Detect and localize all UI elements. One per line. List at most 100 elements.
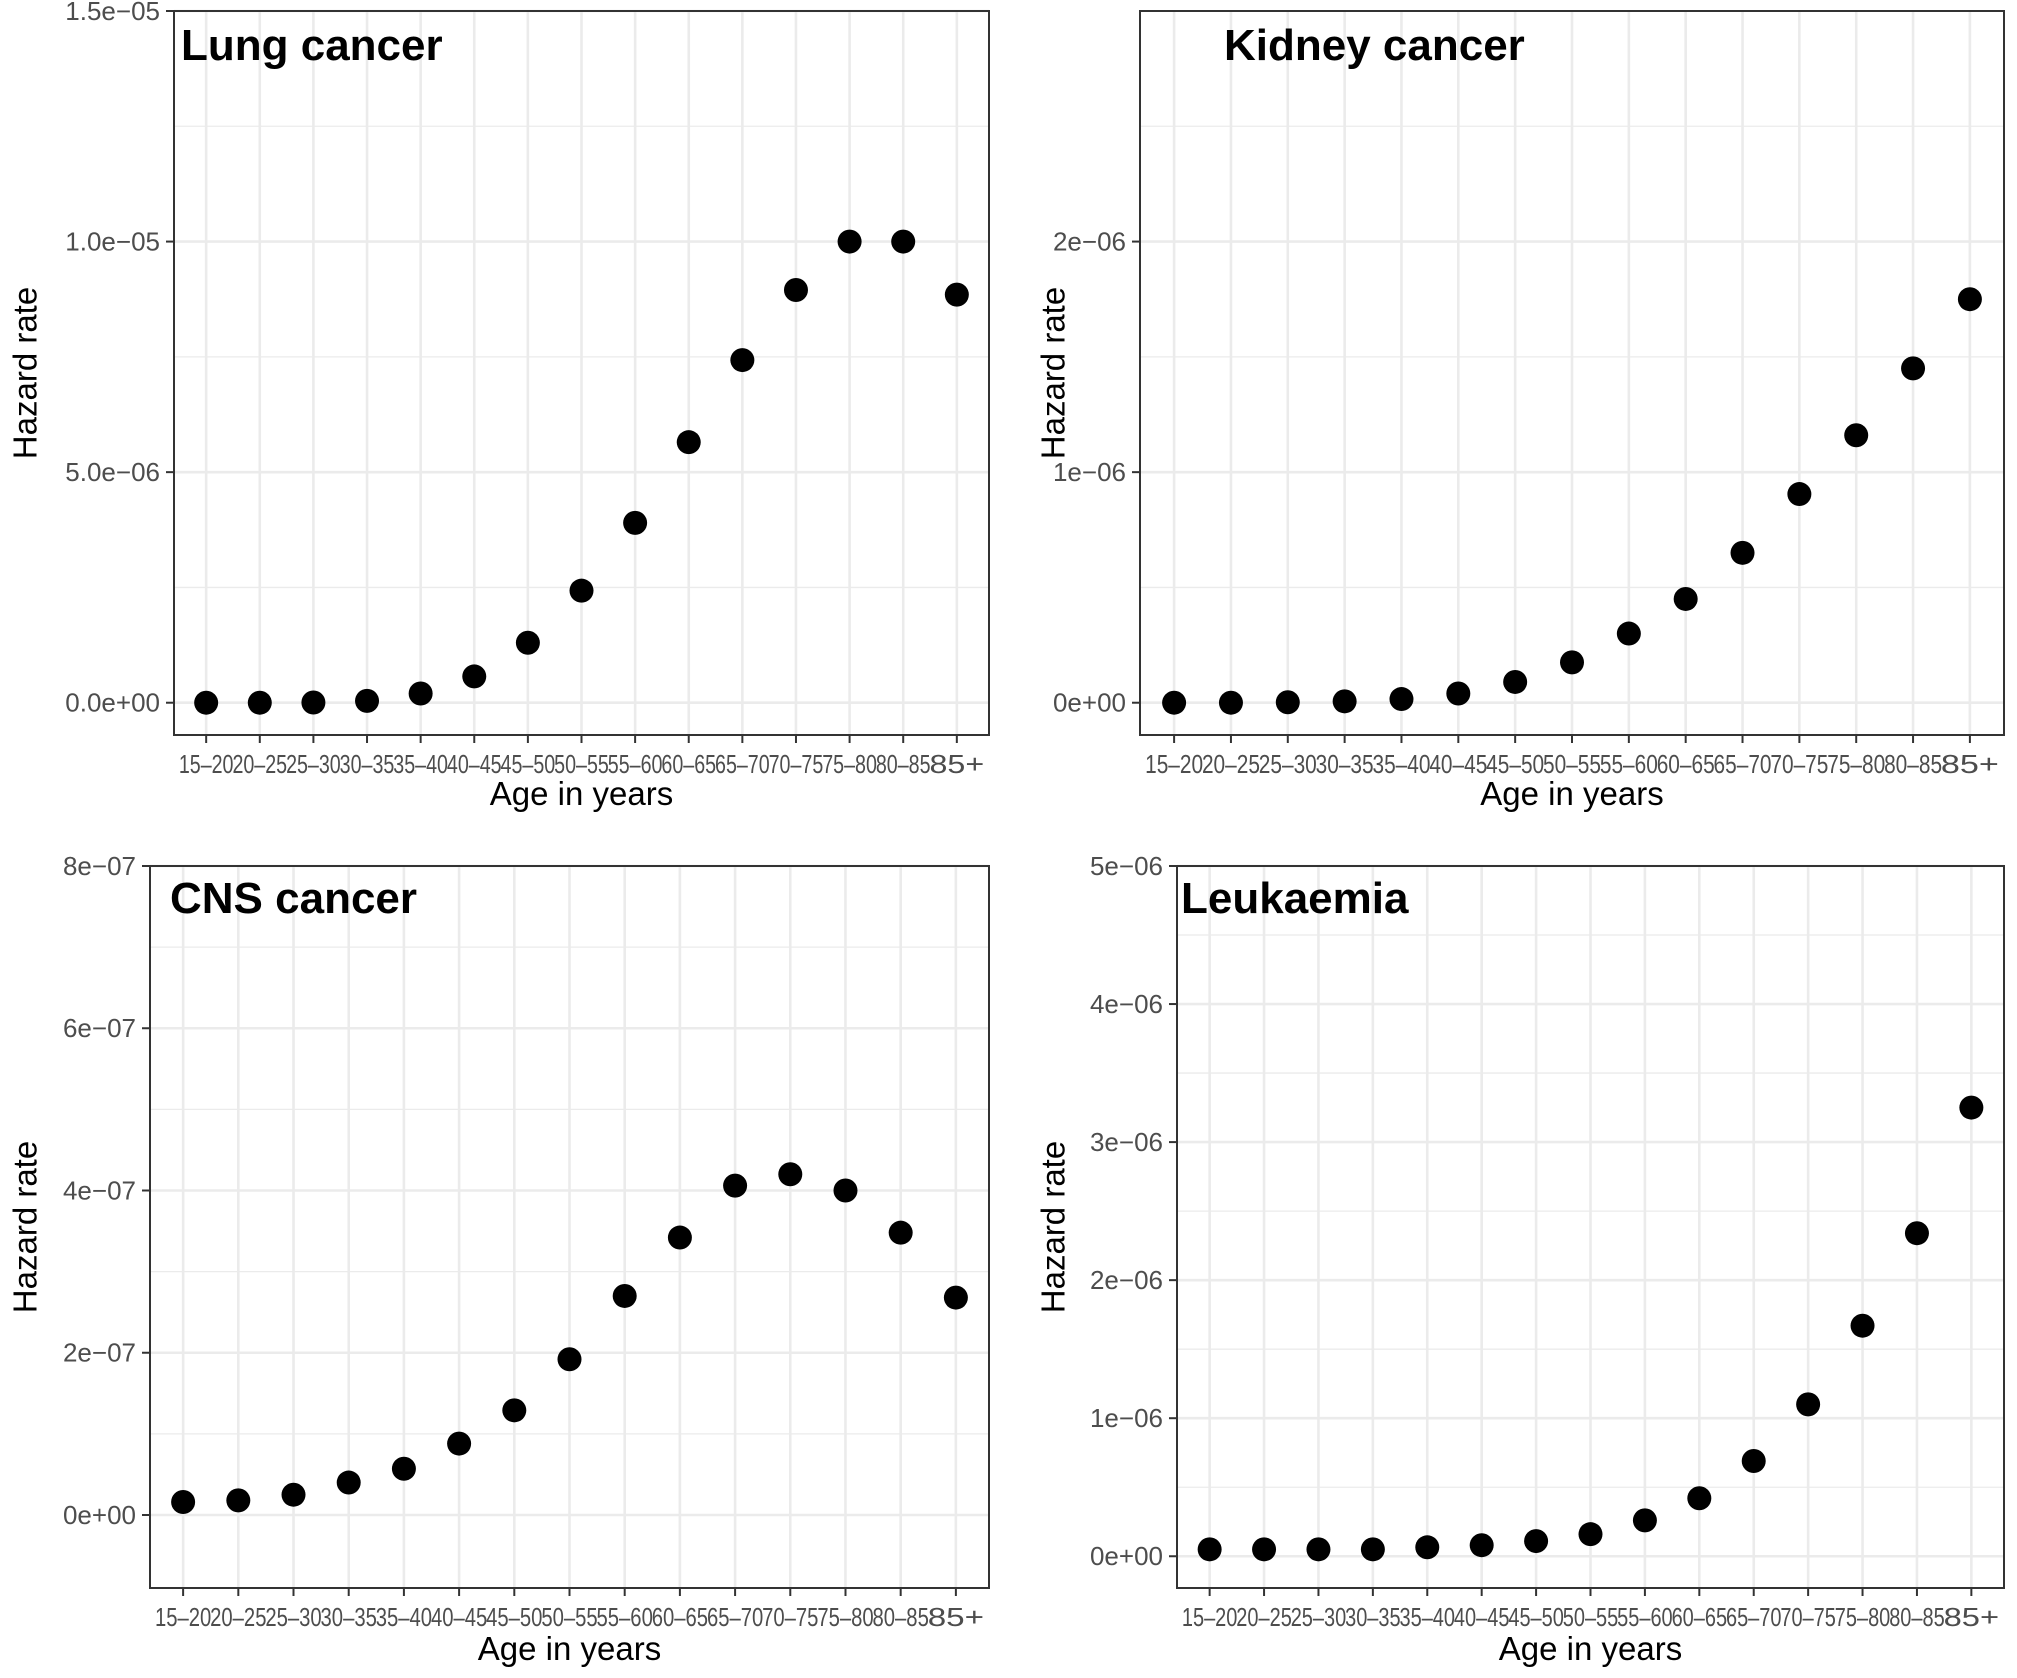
data-point: [408, 681, 433, 706]
x-tick-label: 25–30: [265, 1602, 321, 1632]
y-tick-label: 5e−06: [1090, 851, 1163, 881]
data-point: [226, 1488, 251, 1513]
data-point: [1632, 1508, 1657, 1533]
x-tick-label: 75–80: [817, 1602, 873, 1632]
data-point: [783, 277, 808, 302]
data-point: [1162, 690, 1187, 715]
data-point: [944, 282, 969, 307]
data-point: [612, 1283, 637, 1308]
x-tick-label: 35–40: [393, 749, 448, 779]
data-point: [1959, 1095, 1984, 1120]
x-tick-label: 65–70: [1726, 1602, 1781, 1632]
x-tick-label: 55–60: [1600, 749, 1658, 779]
x-tick-label: 60–65: [1657, 749, 1715, 779]
data-point: [569, 578, 594, 603]
data-point: [888, 1220, 913, 1245]
y-tick-label: 1e−06: [1090, 1403, 1163, 1433]
data-point: [1901, 356, 1926, 381]
x-tick-label: 75–80: [822, 749, 877, 779]
panel-cns-cancer: 0e+00 2e−07 4e−07 6e−07 8e−07 15–2020–2525–30…: [7, 851, 990, 1667]
data-point: [1415, 1535, 1440, 1560]
y-tick-label: 2e−06: [1053, 227, 1126, 257]
x-tick-label: 25–30: [1259, 749, 1317, 779]
data-point: [1616, 621, 1641, 646]
data-point: [355, 688, 380, 713]
panel-leukaemia: 0e+00 1e−06 2e−06 3e−06 4e−06 5e−06 15–2020–25…: [1035, 851, 2005, 1667]
x-tick-label: 60–65: [661, 749, 716, 779]
y-tick-label: 2e−07: [63, 1338, 136, 1368]
data-point: [833, 1178, 858, 1203]
data-point: [194, 690, 219, 715]
data-point: [1275, 690, 1300, 715]
data-point: [171, 1490, 196, 1515]
x-tick-label: 20–25: [1202, 749, 1260, 779]
panel-title: Leukaemia: [1181, 874, 1409, 923]
y-tick-label: 5.0e−06: [65, 457, 160, 487]
x-tick-label: 75–80: [1835, 1602, 1890, 1632]
panel-title: Kidney cancer: [1224, 21, 1525, 70]
x-tick-label: 85+: [1944, 1602, 1999, 1632]
data-point: [281, 1482, 306, 1507]
x-tick-label: 70–75: [769, 749, 824, 779]
y-tick-label: 1e−06: [1053, 457, 1126, 487]
x-tick-label: 40–45: [431, 1602, 487, 1632]
x-tick-label: 45–50: [1508, 1602, 1563, 1632]
data-point: [1197, 1537, 1222, 1562]
data-point: [336, 1470, 361, 1495]
data-point: [1360, 1537, 1385, 1562]
x-tick-label: 65–70: [715, 749, 770, 779]
x-tick-label: 40–45: [1454, 1602, 1509, 1632]
data-point: [391, 1456, 416, 1481]
x-tick-label: 80–85: [1889, 1602, 1944, 1632]
data-point: [1332, 689, 1357, 714]
x-tick-label: 55–60: [608, 749, 663, 779]
x-tick-label: 70–75: [1780, 1602, 1835, 1632]
panel-lung-cancer: 0.0e+00 5.0e−06 1.0e−05 1.5e−05 15–2020–2525…: [7, 0, 990, 812]
data-point: [837, 229, 862, 254]
data-point: [1730, 540, 1755, 565]
x-tick-label: 20–25: [1236, 1602, 1291, 1632]
data-point: [730, 348, 755, 373]
x-tick-label: 20–25: [232, 749, 287, 779]
x-tick-label: 35–40: [1372, 749, 1430, 779]
data-point: [1673, 586, 1698, 611]
data-point: [943, 1285, 968, 1310]
data-point: [1957, 287, 1982, 312]
x-tick-label: 50–55: [541, 1602, 597, 1632]
x-tick-label: 30–35: [340, 749, 395, 779]
data-point: [1446, 681, 1471, 706]
y-tick-label: 4e−07: [63, 1175, 136, 1205]
data-point: [1524, 1529, 1549, 1554]
x-tick-label: 45–50: [501, 749, 556, 779]
data-point: [1252, 1537, 1277, 1562]
y-axis-title: Hazard rate: [7, 287, 44, 459]
panel-title: CNS cancer: [170, 874, 417, 923]
y-tick-label: 8e−07: [63, 851, 136, 881]
x-tick-label: 70–75: [1770, 749, 1828, 779]
data-point: [1787, 482, 1812, 507]
data-point: [891, 229, 916, 254]
x-tick-label: 55–60: [1617, 1602, 1672, 1632]
x-tick-label: 60–65: [1672, 1602, 1727, 1632]
data-point: [1306, 1537, 1331, 1562]
x-axis-title: Age in years: [490, 775, 673, 812]
data-point: [1560, 650, 1584, 675]
x-axis-title: Age in years: [1499, 1630, 1682, 1667]
x-tick-label: 35–40: [376, 1602, 432, 1632]
data-point: [447, 1431, 472, 1456]
panel-kidney-cancer: 0e+00 1e−06 2e−06 15–2020–2525–3030–3535–40…: [1035, 10, 2005, 812]
data-point: [1741, 1448, 1766, 1473]
x-tick-label: 30–35: [321, 1602, 377, 1632]
x-tick-label: 50–55: [554, 749, 609, 779]
x-axis-title: Age in years: [1480, 775, 1663, 812]
data-point: [557, 1347, 582, 1372]
x-tick-label: 30–35: [1345, 1602, 1400, 1632]
data-point: [502, 1398, 527, 1423]
data-point: [1578, 1522, 1603, 1547]
panel-title: Lung cancer: [181, 21, 443, 70]
y-axis-title: Hazard rate: [1035, 1141, 1072, 1313]
data-point: [301, 690, 326, 715]
y-tick-label: 2e−06: [1090, 1265, 1163, 1295]
data-point: [1844, 423, 1869, 448]
data-point: [1389, 687, 1414, 712]
